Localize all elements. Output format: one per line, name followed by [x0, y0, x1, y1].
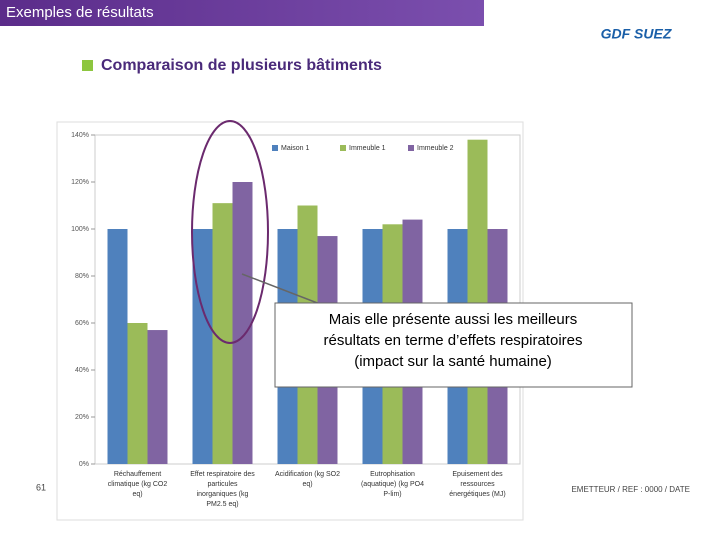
y-tick-label: 40% [75, 367, 89, 374]
bar [232, 182, 253, 464]
x-tick-label: énergétiques (MJ) [449, 491, 505, 498]
x-tick-label: Epuisement des [452, 471, 503, 478]
x-tick-label: eq) [302, 481, 312, 488]
legend-label: Maison 1 [281, 145, 310, 152]
slide-title: Exemples de résultats [6, 4, 154, 21]
legend-label: Immeuble 1 [349, 145, 386, 152]
x-tick-label: (aquatique) (kg PO4 [361, 481, 424, 488]
y-tick-label: 60% [75, 320, 89, 327]
bar [127, 323, 148, 464]
x-tick-label: Réchauffement [114, 471, 161, 478]
x-tick-label: Acidification (kg SO2 [275, 471, 340, 478]
x-tick-label: climatique (kg CO2 [108, 481, 168, 488]
legend-swatch [340, 145, 346, 151]
callout-line: Mais elle présente aussi les meilleurs [329, 311, 577, 328]
y-tick-label: 120% [71, 179, 89, 186]
callout-line: résultats en terme d’effets respiratoire… [323, 332, 582, 349]
bullet: Comparaison de plusieurs bâtiments [101, 57, 382, 74]
legend-swatch [408, 145, 414, 151]
bar [192, 229, 213, 464]
x-tick-label: Effet respiratoire des [190, 471, 255, 478]
bar [107, 229, 128, 464]
logo: GDF SUEZ [601, 26, 672, 42]
y-tick-label: 140% [71, 132, 89, 139]
legend-label: Immeuble 2 [417, 145, 454, 152]
footer: EMETTEUR / REF : 0000 / DATE [571, 485, 690, 494]
y-tick-label: 0% [79, 461, 89, 468]
callout-box [274, 302, 633, 388]
legend-swatch [272, 145, 278, 151]
x-tick-label: ressources [460, 481, 495, 488]
y-tick-label: 80% [75, 273, 89, 280]
x-tick-label: inorganiques (kg [197, 491, 249, 498]
callout-line: (impact sur la santé humaine) [354, 353, 552, 370]
x-tick-label: particules [208, 481, 238, 488]
x-tick-label: P-lim) [383, 491, 401, 498]
bar [147, 330, 168, 464]
y-tick-label: 20% [75, 414, 89, 421]
title-bar [0, 0, 484, 26]
bar [212, 203, 233, 464]
x-tick-label: Eutrophisation [370, 471, 415, 478]
bullet-mark [82, 60, 93, 71]
page-number: 61 [36, 482, 46, 492]
highlight-ellipse [191, 120, 269, 344]
y-tick-label: 100% [71, 226, 89, 233]
bar [467, 139, 488, 464]
x-tick-label: eq) [132, 491, 142, 498]
callout-pointer [241, 273, 321, 305]
x-tick-label: PM2.5 eq) [206, 501, 238, 508]
